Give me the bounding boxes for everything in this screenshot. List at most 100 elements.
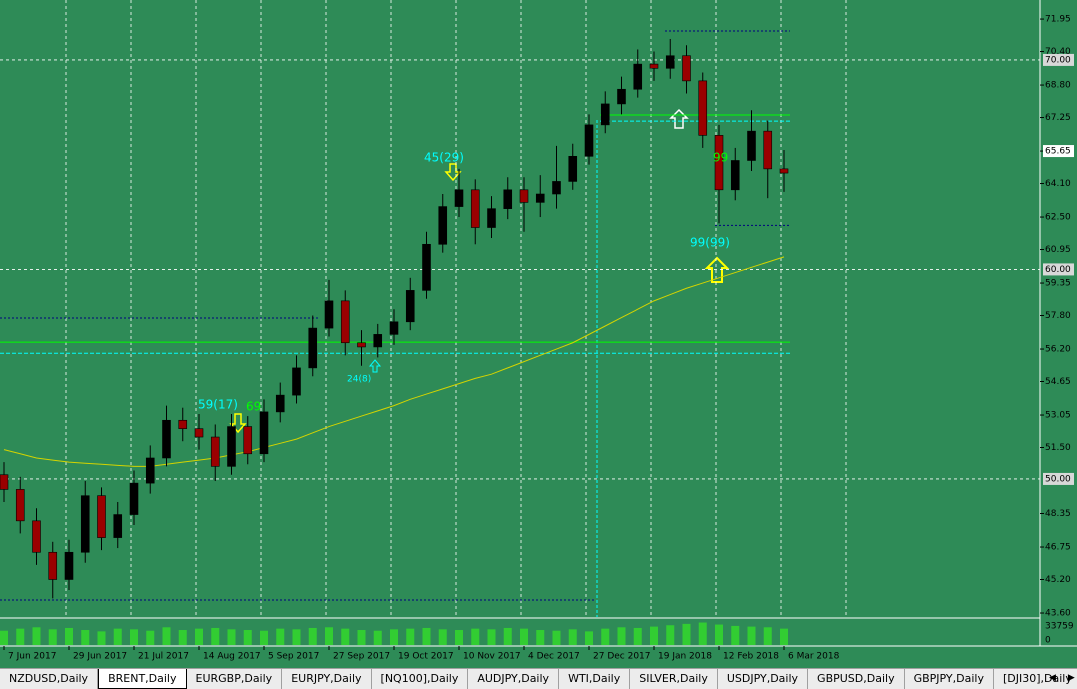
- y-tick-label: 65.65: [1045, 147, 1071, 157]
- candle-body: [682, 55, 691, 82]
- volume-bar: [373, 630, 382, 645]
- chart: 7 Jun 2017 29 Jun 2017 21 Jul 2017 14 Aug 2…: [0, 0, 1077, 668]
- volume-bar: [195, 628, 203, 645]
- volume-bar: [731, 625, 740, 645]
- candle-body: [113, 514, 123, 538]
- symbol-tab[interactable]: WTI,Daily: [559, 669, 631, 689]
- volume-bar: [438, 629, 447, 645]
- candle-body: [584, 124, 594, 157]
- volume-bar: [146, 630, 155, 645]
- x-tick-label: 7 Jun 2017: [8, 652, 56, 662]
- candle-body: [243, 426, 253, 455]
- symbol-tab[interactable]: BRENT,Daily: [98, 669, 187, 689]
- arrow-up: [669, 108, 689, 129]
- candle-body: [15, 489, 25, 522]
- symbol-tab[interactable]: EURGBP,Daily: [187, 669, 283, 689]
- level-label: 60.00: [1045, 265, 1071, 275]
- volume-bar: [48, 629, 57, 645]
- symbol-tab[interactable]: USDJPY,Daily: [718, 669, 809, 689]
- candle-body: [747, 130, 756, 161]
- y-tick-label: 62.50: [1045, 213, 1071, 223]
- arrow-up: [704, 256, 730, 283]
- symbol-tab[interactable]: GBPJPY,Daily: [905, 669, 994, 689]
- y-tick-label: 67.25: [1045, 113, 1071, 123]
- candle-body: [324, 300, 334, 329]
- volume-bar: [406, 628, 415, 645]
- candle-body: [552, 181, 561, 195]
- volume-bar: [682, 623, 691, 645]
- volume-bar: [325, 627, 333, 645]
- symbol-tab[interactable]: EURJPY,Daily: [282, 669, 372, 689]
- candle-body: [32, 520, 41, 553]
- candle-body: [259, 411, 269, 455]
- background: [0, 0, 1077, 668]
- volume-bar: [16, 628, 25, 645]
- y-tick-label: 59.35: [1045, 279, 1071, 289]
- volume-bar: [568, 629, 577, 645]
- candle-body: [649, 63, 659, 69]
- volume-bar: [487, 629, 496, 645]
- volume-bar: [357, 630, 366, 645]
- volume-bar: [243, 630, 252, 645]
- y-tick-label: 46.75: [1045, 543, 1071, 553]
- volume-bar: [585, 631, 593, 645]
- x-tick-label: 21 Jul 2017: [138, 652, 189, 662]
- y-tick-label: 70.40: [1045, 47, 1071, 57]
- candle-body: [779, 168, 789, 174]
- candle-body: [389, 321, 399, 335]
- x-tick-label: 27 Dec 2017: [593, 652, 651, 662]
- y-tick-label: 53.05: [1045, 411, 1071, 421]
- y-tick-label: 48.35: [1045, 509, 1071, 519]
- annotation: 59(17): [198, 398, 238, 412]
- candle-body: [97, 495, 106, 538]
- candle-body: [292, 367, 301, 396]
- volume-bar: [308, 627, 317, 645]
- volume-bar: [97, 631, 106, 645]
- volume-bar: [698, 622, 707, 645]
- symbol-tab[interactable]: [NQ100],Daily: [372, 669, 469, 689]
- volume-bar: [536, 630, 545, 645]
- candle-body: [535, 193, 545, 203]
- x-tick-label: 12 Feb 2018: [723, 652, 779, 662]
- symbol-tab[interactable]: SILVER,Daily: [630, 669, 718, 689]
- volume-bar: [552, 630, 561, 645]
- candle-body: [373, 334, 383, 348]
- x-tick-label: 19 Jan 2018: [658, 652, 712, 662]
- arrow-up: [368, 359, 382, 373]
- tab-bar: NZDUSD,Daily BRENT,Daily EURGBP,Daily EURJP…: [0, 668, 1077, 689]
- volume-bar: [227, 629, 236, 645]
- symbol-tab[interactable]: GBPUSD,Daily: [808, 669, 905, 689]
- y-tick-label: 54.65: [1045, 377, 1071, 387]
- volume-bar: [520, 628, 528, 645]
- candle-body: [454, 189, 464, 207]
- x-tick-label: 14 Aug 2017: [203, 652, 261, 662]
- volume-bar: [178, 630, 187, 645]
- x-tick-label: 4 Dec 2017: [528, 652, 580, 662]
- volume-bar: [32, 627, 41, 645]
- level-box: [1043, 53, 1074, 66]
- y-tick-label: 64.10: [1045, 179, 1071, 189]
- candle-body: [633, 63, 643, 90]
- symbol-tab[interactable]: [DJI30],Daily: [994, 669, 1077, 689]
- symbol-tab[interactable]: NZDUSD,Daily: [0, 669, 99, 689]
- volume-bar: [503, 627, 512, 645]
- candle-body: [80, 495, 90, 553]
- x-tick-label: 6 Mar 2018: [788, 652, 840, 662]
- volume-bar: [260, 630, 268, 645]
- volume-bar: [780, 628, 788, 645]
- volume-bar: [162, 627, 171, 645]
- candle-body: [487, 208, 496, 228]
- volume-bar: [666, 625, 675, 645]
- x-tick-label: 5 Sep 2017: [268, 652, 319, 662]
- tab-scroll[interactable]: ◀ ▶: [1049, 673, 1075, 683]
- candle-body: [617, 88, 626, 105]
- volume-bar: [292, 629, 301, 645]
- volume-bar: [65, 627, 73, 645]
- x-tick-label: 27 Sep 2017: [333, 652, 390, 662]
- x-tick-label: 10 Nov 2017: [463, 652, 521, 662]
- candle-body: [308, 327, 318, 369]
- symbol-tab[interactable]: AUDJPY,Daily: [468, 669, 560, 689]
- volume-bar: [471, 628, 480, 645]
- candle-body: [210, 436, 220, 467]
- volume-bar: [601, 628, 610, 645]
